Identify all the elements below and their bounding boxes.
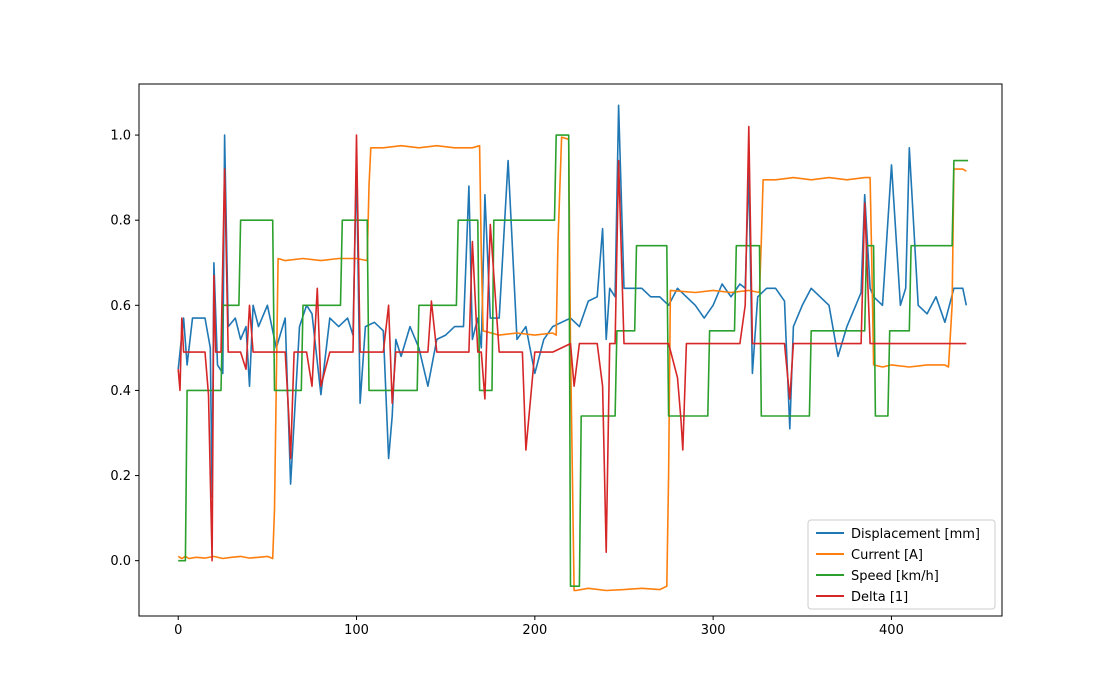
y-tick-label: 0.8 <box>110 214 131 229</box>
y-tick-label: 0.2 <box>110 469 131 484</box>
x-tick-label: 200 <box>522 623 547 638</box>
legend-box <box>807 519 996 610</box>
legend-label-speed-km-h: Speed [km/h] <box>851 569 939 584</box>
x-tick-label: 0 <box>174 623 182 638</box>
series-line-displacement-mm <box>177 104 968 498</box>
y-tick-label: 1.0 <box>110 129 131 144</box>
legend: Displacement [mm] Current [A] Speed [km/h]… <box>807 519 996 610</box>
x-tick-label: 100 <box>344 623 369 638</box>
series-line-speed-km-h <box>178 134 969 588</box>
y-axis: 0.0 0.2 0.4 0.6 0.8 1.0 <box>110 129 139 569</box>
series-line-delta-1 <box>177 125 967 562</box>
x-tick-label: 300 <box>701 623 726 638</box>
y-tick-label: 0.0 <box>110 554 131 569</box>
legend-label-current-a: Current [A] <box>851 548 923 563</box>
plot-area <box>138 83 1003 617</box>
plot-frame <box>138 83 1003 617</box>
legend-label-displacement-mm: Displacement [mm] <box>851 527 980 542</box>
x-axis: 0 100 200 300 400 <box>174 616 904 638</box>
y-tick-label: 0.4 <box>110 384 131 399</box>
series-layer <box>177 104 969 592</box>
series-line-current-a <box>177 136 967 592</box>
legend-label-delta-1: Delta [1] <box>851 590 908 605</box>
x-tick-label: 400 <box>879 623 904 638</box>
y-tick-label: 0.6 <box>110 299 131 314</box>
